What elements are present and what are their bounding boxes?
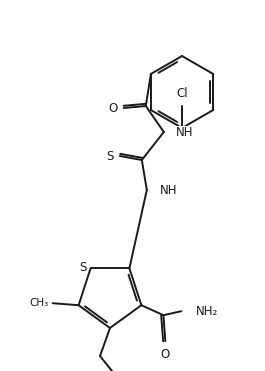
Text: NH: NH <box>176 125 193 138</box>
Text: NH: NH <box>160 184 177 197</box>
Text: S: S <box>107 150 114 162</box>
Text: S: S <box>79 261 87 274</box>
Text: NH₂: NH₂ <box>195 305 218 318</box>
Text: Cl: Cl <box>176 87 188 100</box>
Text: O: O <box>161 348 170 361</box>
Text: O: O <box>109 102 118 115</box>
Text: CH₃: CH₃ <box>29 298 48 308</box>
